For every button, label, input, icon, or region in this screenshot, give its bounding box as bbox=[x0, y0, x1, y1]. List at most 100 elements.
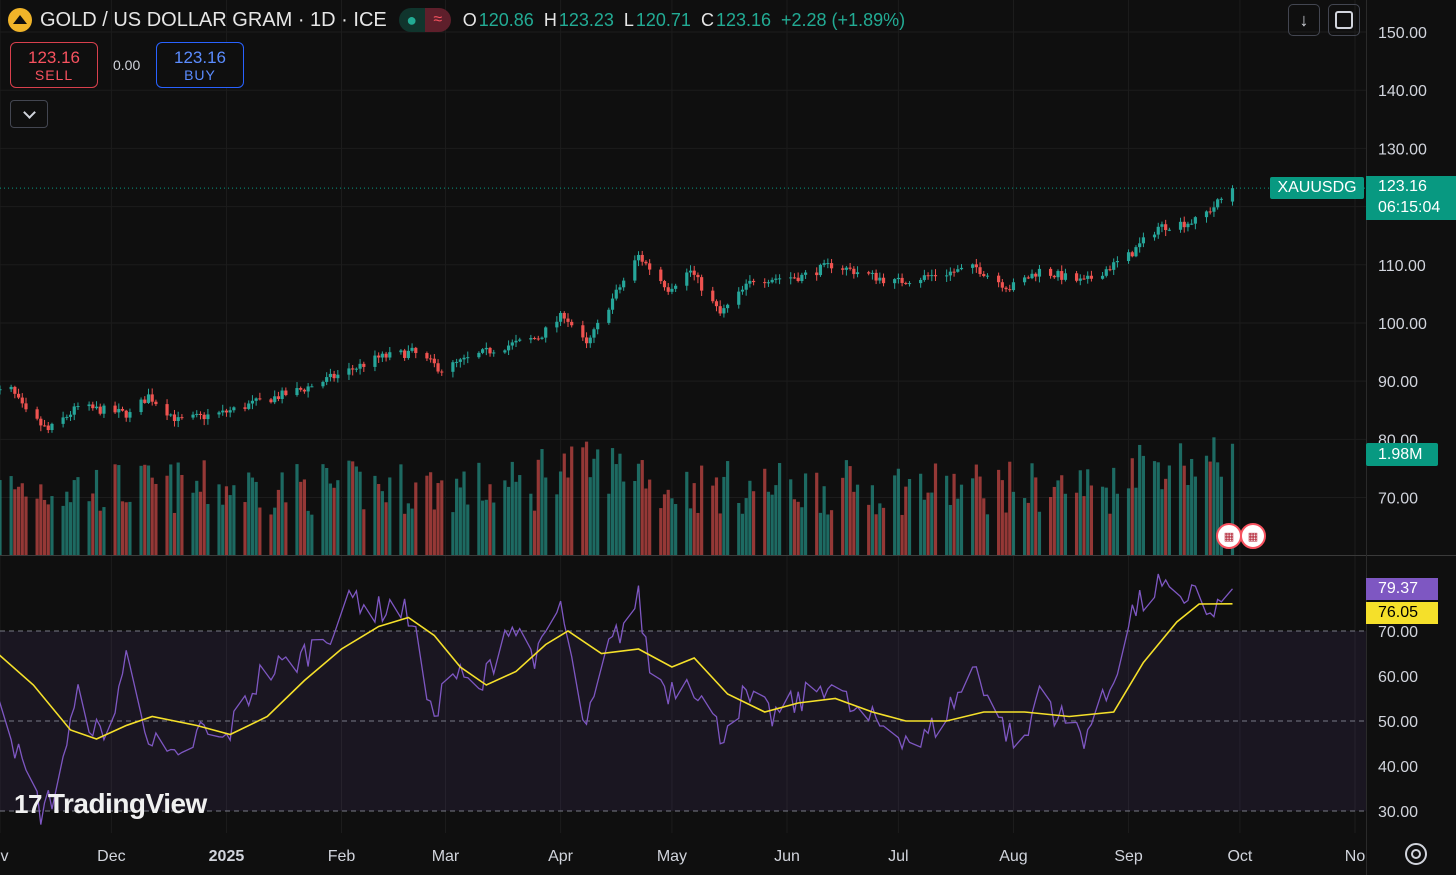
collapse-legend-button[interactable] bbox=[10, 100, 48, 128]
candle-body bbox=[91, 404, 95, 409]
candle-body bbox=[555, 321, 559, 328]
candle-body bbox=[351, 368, 355, 370]
volume-bar bbox=[232, 485, 236, 555]
us-flag-icon[interactable]: ▦ bbox=[1216, 523, 1242, 549]
volume-bar bbox=[558, 471, 563, 555]
volume-bar bbox=[640, 460, 644, 555]
volume-bar bbox=[700, 465, 704, 555]
volume-bar bbox=[945, 475, 949, 555]
volume-bar bbox=[299, 481, 303, 555]
candle-body bbox=[1216, 199, 1220, 208]
volume-bar bbox=[644, 488, 648, 555]
candle-body bbox=[1030, 273, 1034, 279]
volume-bar bbox=[518, 475, 522, 555]
volume-bar bbox=[1204, 455, 1209, 555]
volume-bar bbox=[362, 509, 366, 555]
volume-bar bbox=[358, 471, 362, 555]
volume-bar bbox=[206, 504, 210, 555]
candle-body bbox=[748, 280, 752, 284]
candle-body bbox=[532, 338, 537, 340]
volume-bar bbox=[202, 460, 206, 555]
rsi-value-tag: 79.37 bbox=[1366, 578, 1438, 600]
candle-body bbox=[933, 275, 938, 277]
volume-bar bbox=[76, 477, 80, 555]
volume-bar bbox=[254, 481, 258, 555]
candle-body bbox=[16, 393, 21, 398]
volume-bar bbox=[492, 502, 496, 555]
candle-body bbox=[904, 282, 908, 284]
candle-body bbox=[98, 406, 102, 414]
candle-body bbox=[399, 350, 403, 353]
candle-body bbox=[165, 404, 169, 416]
change-value: +2.28 (+1.89%) bbox=[781, 9, 906, 30]
last-price-tag: 123.16 06:15:04 bbox=[1366, 176, 1456, 220]
candle-body bbox=[922, 275, 926, 280]
volume-bar bbox=[1167, 465, 1171, 555]
sell-button[interactable]: 123.16 SELL bbox=[10, 42, 98, 88]
price-tick-label: 150.00 bbox=[1378, 25, 1427, 42]
candle-body bbox=[328, 373, 332, 378]
volume-bar bbox=[1186, 484, 1190, 555]
volume-bar bbox=[1134, 487, 1138, 555]
candle-body bbox=[1152, 234, 1157, 238]
rsi-pane bbox=[0, 573, 1366, 825]
volume-bar bbox=[1138, 444, 1142, 555]
candle-body bbox=[700, 277, 704, 291]
volume-bar bbox=[466, 504, 470, 555]
candle-body bbox=[9, 386, 13, 390]
volume-bar bbox=[284, 502, 288, 555]
candle-body bbox=[974, 264, 978, 268]
volume-bar bbox=[176, 462, 180, 555]
volume-bar bbox=[165, 475, 169, 555]
volume-bar bbox=[325, 467, 329, 555]
gold-icon[interactable] bbox=[8, 8, 32, 32]
candle-body bbox=[1011, 282, 1016, 291]
candle-body bbox=[870, 272, 874, 274]
time-tick-label: May bbox=[657, 848, 687, 865]
volume-bar bbox=[302, 479, 307, 555]
volume-bar bbox=[154, 483, 158, 555]
sell-label: SELL bbox=[34, 66, 74, 83]
time-tick-label: Sep bbox=[1114, 848, 1143, 865]
market-status-pill[interactable]: ● ≈ bbox=[398, 8, 451, 32]
volume-bar bbox=[347, 460, 351, 555]
gear-icon[interactable] bbox=[1405, 843, 1427, 865]
candle-body bbox=[24, 403, 28, 410]
volume-bar bbox=[766, 491, 771, 555]
volume-bar bbox=[930, 492, 934, 555]
candle-body bbox=[506, 345, 511, 351]
candle-body bbox=[410, 347, 414, 351]
candle-body bbox=[878, 277, 882, 281]
price-candles bbox=[0, 185, 1235, 434]
download-button[interactable]: ↓ bbox=[1288, 4, 1320, 36]
fullscreen-button[interactable] bbox=[1328, 4, 1360, 36]
candle-body bbox=[1178, 221, 1183, 230]
volume-bar bbox=[306, 510, 310, 555]
volume-tag: 1.98M bbox=[1366, 443, 1438, 466]
candle-body bbox=[510, 342, 514, 346]
buy-button[interactable]: 123.16 BUY bbox=[156, 42, 244, 88]
volume-bar bbox=[247, 472, 251, 555]
volume-bar bbox=[904, 486, 908, 555]
volume-bar bbox=[726, 461, 730, 555]
volume-bar bbox=[792, 499, 797, 555]
us-flag-icon[interactable]: ▦ bbox=[1240, 523, 1266, 549]
volume-bar bbox=[618, 453, 622, 555]
candle-body bbox=[336, 374, 340, 379]
candle-body bbox=[232, 407, 236, 411]
volume-bar bbox=[919, 473, 923, 555]
candle-body bbox=[195, 413, 199, 415]
candle-body bbox=[492, 352, 496, 354]
volume-bar bbox=[752, 491, 756, 555]
volume-bars bbox=[0, 437, 1235, 555]
volume-bar bbox=[997, 469, 1001, 555]
volume-bar bbox=[555, 494, 559, 555]
symbol-title[interactable]: GOLD / US DOLLAR GRAM · 1D · ICE bbox=[40, 8, 387, 31]
volume-bar bbox=[224, 486, 229, 555]
volume-bar bbox=[867, 504, 871, 555]
volume-bar bbox=[881, 507, 886, 555]
volume-bar bbox=[503, 480, 507, 555]
candle-body bbox=[841, 268, 845, 270]
candle-body bbox=[893, 279, 897, 284]
